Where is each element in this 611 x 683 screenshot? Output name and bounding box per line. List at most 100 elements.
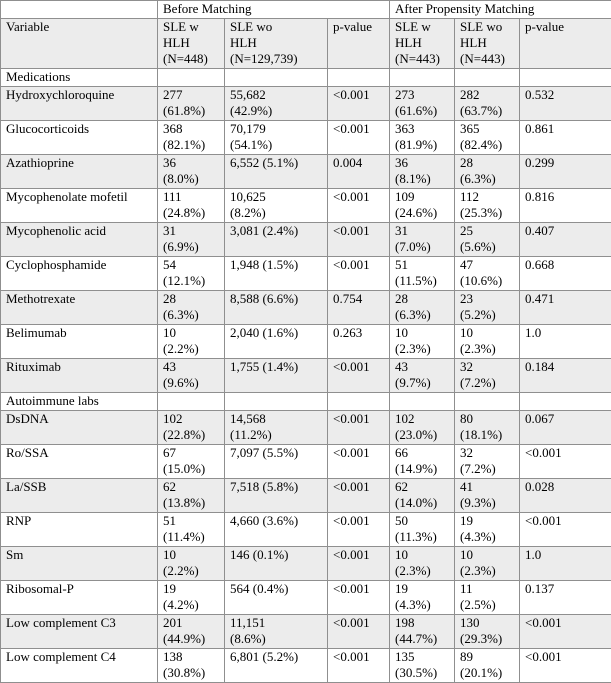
value-cell: 146 (0.1%) [225, 547, 328, 581]
value-cell: 55,682 (42.9%) [225, 87, 328, 121]
value-cell: 11,151 (8.6%) [225, 615, 328, 649]
empty-cell [390, 393, 455, 411]
value-cell: 0.754 [328, 291, 390, 325]
value-cell: 32 (7.2%) [455, 359, 520, 393]
value-cell: 0.184 [520, 359, 611, 393]
value-cell: 23 (5.2%) [455, 291, 520, 325]
variable-cell: Rituximab [1, 359, 158, 393]
column-header-sle-w-hlh-after: SLE w HLH (N=443) [390, 19, 455, 69]
value-cell: 10 (2.2%) [158, 547, 225, 581]
value-cell: 3,081 (2.4%) [225, 223, 328, 257]
value-cell: 51 (11.4%) [158, 513, 225, 547]
section-title: Autoimmune labs [1, 393, 158, 411]
value-cell: 0.532 [520, 87, 611, 121]
variable-cell: Belimumab [1, 325, 158, 359]
value-cell: 8,588 (6.6%) [225, 291, 328, 325]
value-cell: 277 (61.8%) [158, 87, 225, 121]
value-cell: 102 (22.8%) [158, 411, 225, 445]
column-header-pvalue-before: p-value [328, 19, 390, 69]
value-cell: 19 (4.3%) [455, 513, 520, 547]
value-cell: 0.004 [328, 155, 390, 189]
value-cell: 0.861 [520, 121, 611, 155]
value-cell: <0.001 [328, 581, 390, 615]
empty-cell [225, 393, 328, 411]
value-cell: 14,568 (11.2%) [225, 411, 328, 445]
value-cell: 62 (14.0%) [390, 479, 455, 513]
value-cell: 32 (7.2%) [455, 445, 520, 479]
variable-cell: La/SSB [1, 479, 158, 513]
value-cell: 89 (20.1%) [455, 649, 520, 683]
variable-cell: Ribosomal-P [1, 581, 158, 615]
value-cell: 6,552 (5.1%) [225, 155, 328, 189]
value-cell: 41 (9.3%) [455, 479, 520, 513]
variable-cell: Low complement C3 [1, 615, 158, 649]
section-title: Medications [1, 69, 158, 87]
empty-cell [520, 69, 611, 87]
column-header-variable: Variable [1, 19, 158, 69]
value-cell: 130 (29.3%) [455, 615, 520, 649]
value-cell: <0.001 [328, 359, 390, 393]
variable-cell: Glucocorticoids [1, 121, 158, 155]
value-cell: 0.028 [520, 479, 611, 513]
variable-cell: RNP [1, 513, 158, 547]
column-header-sle-wo-hlh-before: SLE wo HLH (N=129,739) [225, 19, 328, 69]
value-cell: <0.001 [328, 121, 390, 155]
variable-cell: DsDNA [1, 411, 158, 445]
value-cell: 1,948 (1.5%) [225, 257, 328, 291]
value-cell: 111 (24.8%) [158, 189, 225, 223]
empty-cell [455, 393, 520, 411]
value-cell: <0.001 [328, 87, 390, 121]
variable-cell: Mycophenolate mofetil [1, 189, 158, 223]
value-cell: 4,660 (3.6%) [225, 513, 328, 547]
value-cell: <0.001 [328, 479, 390, 513]
variable-cell: Hydroxychloroquine [1, 87, 158, 121]
variable-cell: Mycophenolic acid [1, 223, 158, 257]
value-cell: 28 (6.3%) [390, 291, 455, 325]
value-cell: 10 (2.3%) [455, 547, 520, 581]
value-cell: 201 (44.9%) [158, 615, 225, 649]
value-cell: 28 (6.3%) [455, 155, 520, 189]
value-cell: 43 (9.7%) [390, 359, 455, 393]
value-cell: 102 (23.0%) [390, 411, 455, 445]
value-cell: 1,755 (1.4%) [225, 359, 328, 393]
value-cell: 135 (30.5%) [390, 649, 455, 683]
value-cell: 0.471 [520, 291, 611, 325]
value-cell: 0.299 [520, 155, 611, 189]
variable-cell: Low complement C4 [1, 649, 158, 683]
value-cell: 0.137 [520, 581, 611, 615]
value-cell: <0.001 [328, 223, 390, 257]
column-header-pvalue-after: p-value [520, 19, 611, 69]
section-header-row: Medications [1, 69, 611, 87]
group-header-row: Before Matching After Propensity Matchin… [1, 1, 611, 19]
value-cell: <0.001 [328, 411, 390, 445]
value-cell: 19 (4.3%) [390, 581, 455, 615]
value-cell: 51 (11.5%) [390, 257, 455, 291]
value-cell: 50 (11.3%) [390, 513, 455, 547]
value-cell: 7,097 (5.5%) [225, 445, 328, 479]
value-cell: 1.0 [520, 325, 611, 359]
value-cell: 6,801 (5.2%) [225, 649, 328, 683]
group-header-before-matching: Before Matching [158, 1, 390, 19]
value-cell: 2,040 (1.6%) [225, 325, 328, 359]
value-cell: 36 (8.1%) [390, 155, 455, 189]
column-header-sle-w-hlh-before: SLE w HLH (N=448) [158, 19, 225, 69]
value-cell: 368 (82.1%) [158, 121, 225, 155]
empty-cell [225, 69, 328, 87]
